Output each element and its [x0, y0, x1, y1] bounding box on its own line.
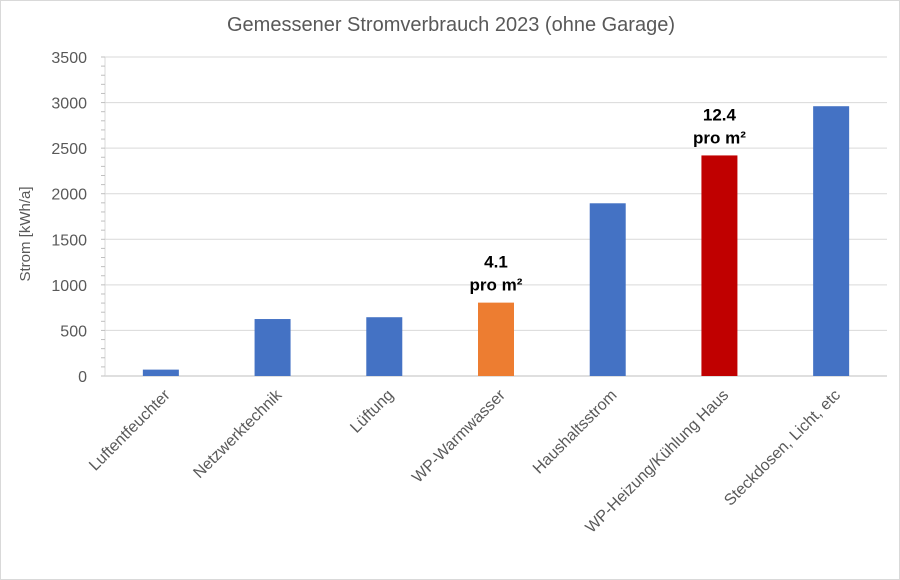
- annotation-label: pro m²: [470, 276, 523, 295]
- annotation-label: 4.1: [484, 253, 508, 272]
- annotation-label: 12.4: [703, 105, 737, 124]
- bar: [254, 319, 291, 376]
- x-tick-label: Luftentfeuchter: [86, 386, 174, 474]
- y-tick-label: 2000: [51, 187, 87, 204]
- y-tick-label: 1500: [51, 232, 87, 249]
- x-tick-label: Haushaltsstrom: [530, 387, 621, 478]
- bar: [478, 302, 514, 376]
- x-axis-ticks: Luftentfeuchter Netzwerktechnik Lüftung WP-…: [86, 386, 844, 536]
- x-tick-label: Netzwerktechnik: [190, 386, 286, 482]
- y-tick-label: 3000: [51, 96, 87, 113]
- y-axis-ticks: 0 500 1000 1500 2000 2500 3000 3500: [51, 50, 87, 386]
- y-tick-label: 0: [78, 369, 87, 386]
- x-tick-label: Steckdosen, Licht, etc: [721, 387, 844, 510]
- gridlines: [101, 56, 887, 377]
- annotation-label: pro m²: [693, 128, 746, 147]
- bar: [142, 369, 179, 376]
- x-tick-label: WP-Warmwasser: [409, 386, 509, 486]
- y-tick-label: 500: [60, 323, 87, 340]
- bar: [813, 106, 850, 377]
- y-tick-label: 2500: [51, 141, 87, 158]
- y-axis-label: Strom [kWh/a]: [17, 186, 34, 281]
- bar: [366, 317, 403, 376]
- bar: [701, 155, 738, 376]
- chart-title: Gemessener Stromverbrauch 2023 (ohne Gar…: [227, 14, 675, 36]
- bars: [142, 106, 850, 377]
- bar: [589, 203, 626, 376]
- x-tick-label: Lüftung: [347, 387, 397, 437]
- y-tick-label: 1000: [51, 278, 87, 295]
- y-tick-label: 3500: [51, 50, 87, 67]
- annotations: 4.1 pro m² 12.4 pro m²: [470, 105, 747, 294]
